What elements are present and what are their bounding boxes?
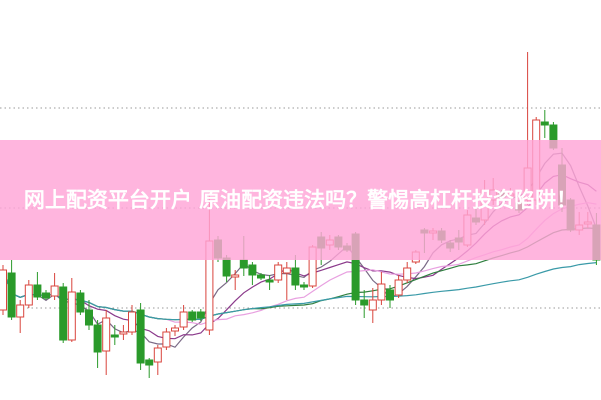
candle — [377, 272, 386, 305]
candle-body — [153, 347, 162, 363]
candle-body — [136, 309, 145, 364]
candle — [291, 255, 300, 290]
candle-body — [291, 267, 300, 286]
candle — [300, 282, 308, 290]
candle-body — [67, 291, 76, 341]
headline-title: 网上配资平台开户 原油配资违法吗？警惕高杠杆投资陷阱！ — [23, 188, 578, 212]
candle — [0, 265, 7, 315]
candle — [386, 285, 394, 308]
candle-body — [196, 311, 205, 319]
candle — [16, 300, 25, 333]
candle-body — [300, 284, 308, 288]
headline-banner: 网上配资平台开户 原油配资违法吗？警惕高杠杆投资陷阱！ — [0, 140, 601, 260]
candle — [128, 305, 136, 335]
candle — [248, 262, 257, 285]
candle — [110, 325, 119, 345]
ma60-line — [2, 262, 597, 321]
candle — [231, 270, 240, 290]
candle-body — [179, 311, 188, 328]
candle — [196, 309, 205, 321]
candle-body — [50, 285, 59, 297]
candle-body — [394, 279, 403, 296]
candle-body — [145, 359, 154, 366]
candle — [7, 260, 16, 320]
candle — [179, 305, 188, 330]
candle-body — [403, 267, 412, 281]
candle-body — [282, 267, 291, 274]
candle — [50, 273, 59, 300]
candle — [59, 283, 68, 343]
candle-body — [368, 299, 377, 311]
candle-body — [128, 311, 136, 333]
candle-body — [24, 284, 33, 306]
candle-body — [274, 264, 283, 281]
candle-body — [171, 327, 179, 332]
candle — [145, 358, 154, 378]
candle-body — [540, 121, 549, 126]
candle-body — [16, 304, 25, 318]
candle — [265, 275, 274, 290]
candle-body — [248, 264, 257, 276]
candle — [93, 320, 102, 368]
candle — [274, 262, 283, 283]
candle-body — [386, 289, 394, 301]
candle-body — [76, 292, 85, 313]
candle — [540, 110, 549, 138]
candle — [76, 290, 85, 315]
candle-body — [85, 309, 93, 326]
candle — [403, 262, 412, 283]
candle-body — [59, 286, 68, 341]
candle-body — [7, 272, 16, 318]
candle — [188, 310, 197, 322]
candle — [42, 290, 50, 300]
candle — [153, 345, 162, 375]
candle-body — [360, 299, 369, 306]
candle — [119, 325, 128, 340]
candle — [282, 262, 291, 300]
candle-body — [188, 311, 197, 321]
candle-body — [42, 292, 50, 299]
candle-body — [231, 274, 240, 278]
candle-body — [162, 331, 171, 348]
candle-body — [0, 269, 7, 311]
candle-body — [265, 279, 274, 283]
candle-body — [377, 283, 386, 301]
candle — [24, 280, 33, 308]
candle — [102, 310, 111, 375]
candle-body — [222, 257, 231, 277]
candle-body — [93, 324, 102, 353]
candle-body — [110, 334, 119, 338]
candle — [67, 278, 76, 342]
candle-body — [33, 284, 42, 298]
candle — [360, 290, 369, 318]
candle-body — [257, 274, 265, 279]
candle — [33, 272, 42, 300]
candle — [368, 288, 377, 323]
candle — [171, 325, 179, 336]
candle — [257, 273, 265, 280]
candle-body — [239, 259, 248, 269]
candle-body — [119, 331, 128, 335]
candle — [136, 303, 145, 370]
candle — [162, 328, 171, 350]
candle-body — [102, 317, 111, 352]
candle — [85, 300, 93, 330]
candle — [394, 275, 403, 298]
moving-average-lines — [2, 152, 597, 348]
